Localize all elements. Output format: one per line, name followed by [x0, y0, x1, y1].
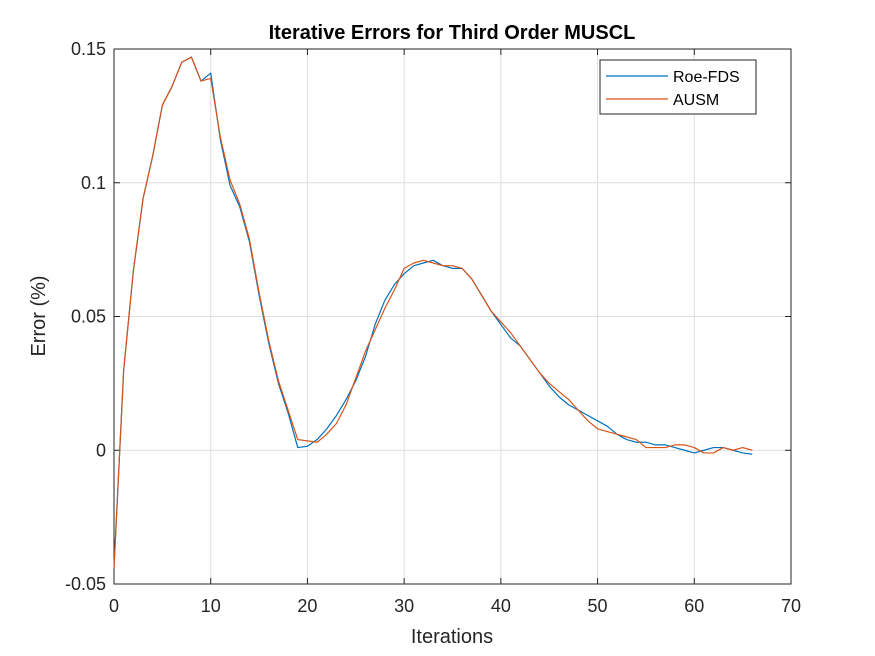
x-tick-label: 70: [781, 596, 801, 616]
x-axis-label: Iterations: [411, 626, 493, 648]
legend: Roe-FDS AUSM: [599, 59, 757, 115]
y-axis-label: Error (%): [28, 275, 50, 356]
x-tick-label: 60: [684, 596, 704, 616]
grid: [114, 49, 791, 584]
series-line-roe-fds: [113, 56, 753, 568]
x-tick-label: 20: [297, 596, 317, 616]
y-tick-label: 0.05: [71, 307, 106, 327]
x-tick-label: 0: [109, 596, 119, 616]
x-tick-label: 50: [588, 596, 608, 616]
y-tick-label: 0.15: [71, 39, 106, 59]
chart-title: Iterative Errors for Third Order MUSCL: [269, 22, 636, 44]
y-tick-label: 0: [96, 440, 106, 460]
legend-label-ausm: AUSM: [673, 92, 719, 109]
x-tick-label: 30: [394, 596, 414, 616]
series-line-ausm: [113, 56, 753, 568]
y-tick-label: -0.05: [65, 574, 106, 594]
x-tick-label: 40: [491, 596, 511, 616]
legend-label-roe-fds: Roe-FDS: [673, 69, 740, 86]
y-tick-label: 0.1: [81, 173, 106, 193]
x-tick-label: 10: [201, 596, 221, 616]
legend-box: [599, 59, 757, 115]
series-group: [113, 56, 753, 568]
